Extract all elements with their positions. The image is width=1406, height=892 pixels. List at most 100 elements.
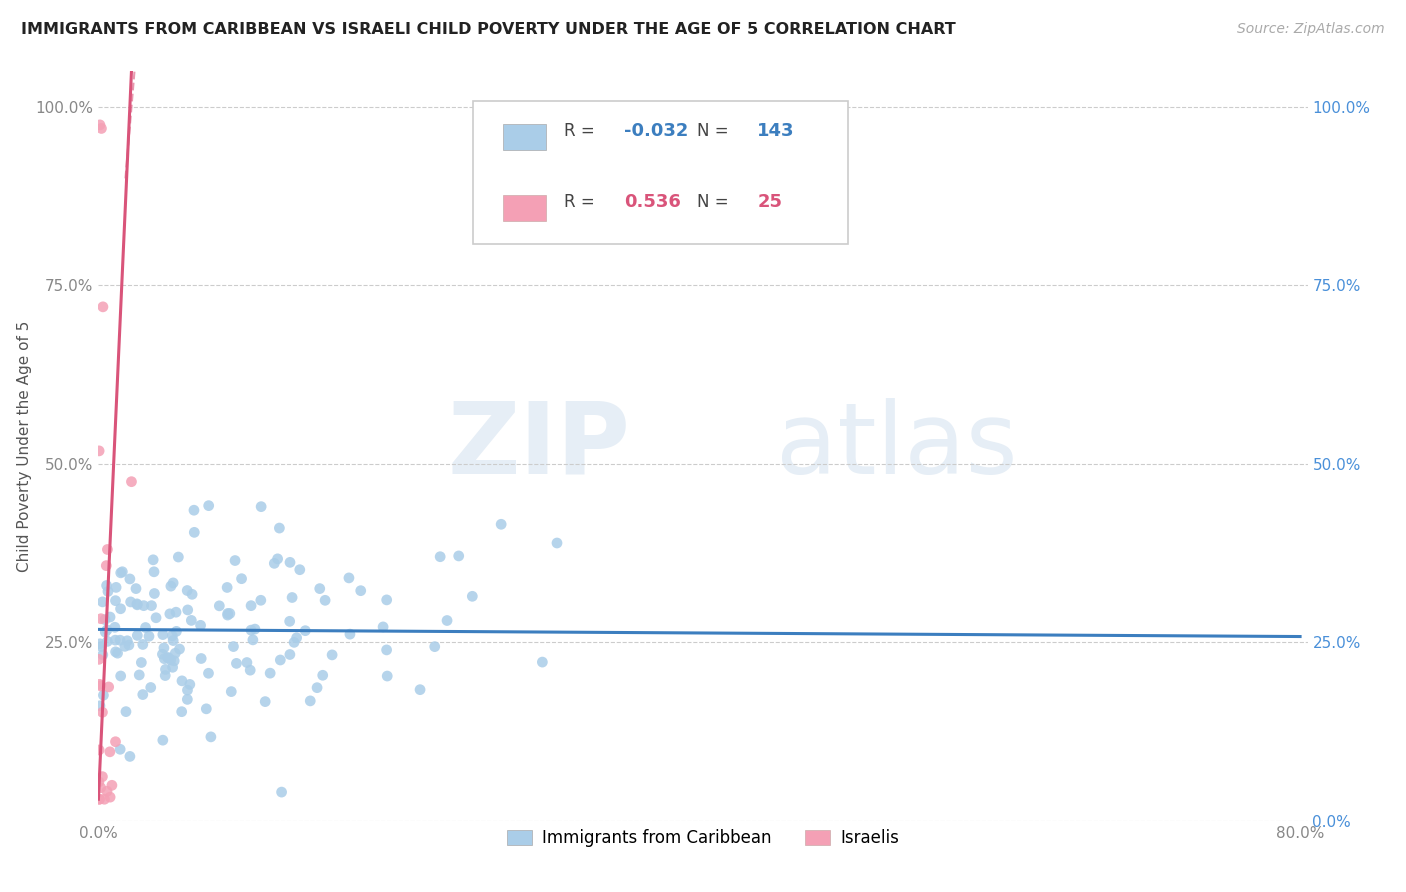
Point bbox=[131, 656, 153, 670]
Point bbox=[89, 792, 111, 806]
Point bbox=[94, 625, 117, 640]
Point bbox=[89, 743, 111, 757]
Point bbox=[240, 623, 263, 637]
Point bbox=[176, 692, 198, 706]
Point bbox=[118, 638, 141, 652]
FancyBboxPatch shape bbox=[474, 102, 848, 244]
Point bbox=[98, 610, 121, 624]
Point bbox=[118, 749, 141, 764]
Point bbox=[170, 673, 193, 688]
Point bbox=[91, 300, 114, 314]
Point bbox=[181, 587, 204, 601]
Point bbox=[96, 558, 118, 573]
Point bbox=[165, 605, 187, 619]
Point bbox=[89, 118, 111, 132]
Point bbox=[337, 571, 360, 585]
Point bbox=[169, 642, 191, 657]
Point bbox=[409, 682, 432, 697]
Point bbox=[94, 613, 117, 627]
Point bbox=[89, 792, 111, 806]
Point bbox=[217, 608, 239, 623]
Point bbox=[96, 784, 118, 798]
Point bbox=[222, 640, 245, 654]
Point bbox=[104, 633, 127, 648]
Point bbox=[93, 688, 115, 702]
Point bbox=[531, 655, 554, 669]
Point bbox=[96, 578, 118, 592]
Point bbox=[132, 688, 155, 702]
FancyBboxPatch shape bbox=[503, 124, 546, 150]
Point bbox=[101, 778, 124, 792]
Point bbox=[278, 615, 301, 629]
Point bbox=[180, 614, 202, 628]
Point bbox=[423, 640, 446, 654]
Point bbox=[104, 593, 127, 607]
Point bbox=[97, 584, 120, 599]
Point bbox=[96, 623, 118, 637]
Point bbox=[159, 607, 181, 621]
Point bbox=[375, 593, 398, 607]
Point bbox=[219, 684, 242, 698]
Point bbox=[195, 702, 218, 716]
Point bbox=[162, 660, 184, 674]
Point bbox=[159, 653, 181, 667]
Point bbox=[163, 654, 186, 668]
Point bbox=[269, 653, 291, 667]
Point bbox=[90, 679, 112, 693]
Point bbox=[242, 632, 264, 647]
Point bbox=[104, 735, 127, 749]
Point bbox=[208, 599, 231, 613]
Point bbox=[114, 640, 136, 654]
Point bbox=[350, 583, 373, 598]
Point bbox=[225, 657, 247, 671]
Point bbox=[152, 733, 174, 747]
Point bbox=[108, 633, 131, 648]
Point bbox=[224, 553, 246, 567]
Point bbox=[98, 790, 121, 805]
Point bbox=[91, 770, 114, 784]
Point bbox=[98, 745, 121, 759]
Point bbox=[143, 565, 166, 579]
Point bbox=[217, 607, 239, 621]
Point bbox=[200, 730, 222, 744]
Point bbox=[155, 662, 177, 676]
Point bbox=[125, 582, 148, 596]
Point bbox=[218, 607, 240, 621]
Point bbox=[157, 650, 180, 665]
Point bbox=[167, 549, 190, 564]
Point bbox=[312, 668, 335, 682]
Point bbox=[254, 695, 277, 709]
Point bbox=[138, 629, 160, 643]
Point bbox=[436, 614, 458, 628]
Point bbox=[132, 637, 155, 651]
Point bbox=[285, 631, 308, 645]
Point bbox=[239, 663, 262, 677]
Point bbox=[91, 648, 114, 662]
Point bbox=[375, 643, 398, 657]
Point bbox=[153, 640, 176, 655]
Point bbox=[546, 536, 568, 550]
Point bbox=[110, 566, 132, 580]
Point bbox=[153, 651, 176, 665]
Point bbox=[89, 637, 111, 651]
Text: 0.536: 0.536 bbox=[624, 194, 682, 211]
Text: N =: N = bbox=[697, 194, 728, 211]
Point bbox=[314, 593, 336, 607]
Point bbox=[278, 555, 301, 569]
Text: 143: 143 bbox=[758, 122, 794, 140]
Point bbox=[155, 668, 177, 682]
Point bbox=[170, 705, 193, 719]
Point bbox=[179, 677, 201, 691]
Point bbox=[118, 572, 141, 586]
Point bbox=[152, 647, 174, 661]
Point bbox=[371, 620, 394, 634]
Point bbox=[87, 774, 110, 789]
Point bbox=[104, 620, 127, 634]
Text: IMMIGRANTS FROM CARIBBEAN VS ISRAELI CHILD POVERTY UNDER THE AGE OF 5 CORRELATIO: IMMIGRANTS FROM CARIBBEAN VS ISRAELI CHI… bbox=[21, 22, 956, 37]
Point bbox=[240, 599, 263, 613]
Point bbox=[263, 557, 285, 571]
Point bbox=[128, 668, 150, 682]
Point bbox=[117, 633, 139, 648]
Point bbox=[217, 581, 239, 595]
Point bbox=[288, 563, 311, 577]
